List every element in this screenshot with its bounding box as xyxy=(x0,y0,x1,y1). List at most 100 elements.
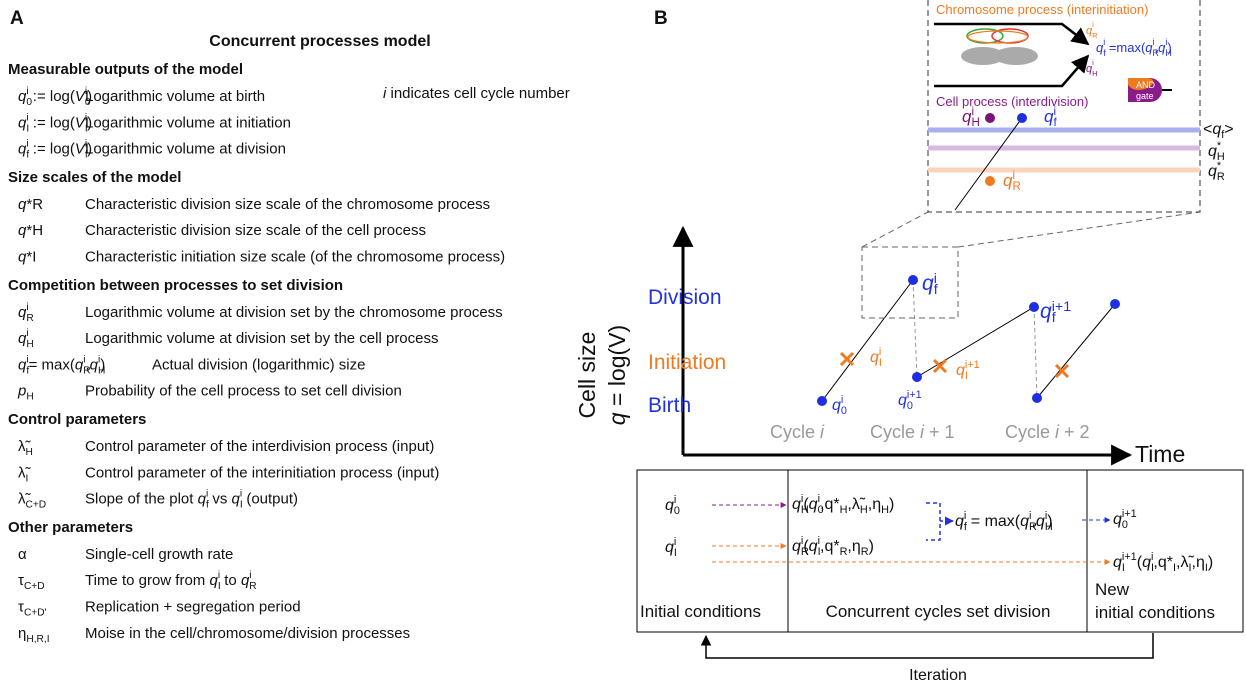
text-part: q xyxy=(1036,513,1045,530)
text-part: i xyxy=(26,139,28,150)
column-label: Concurrent cycles set division xyxy=(826,602,1051,621)
text-part: C+D' xyxy=(24,608,47,619)
text-part: i xyxy=(674,494,676,506)
text-part: R xyxy=(83,365,90,376)
text-part: , xyxy=(868,496,872,513)
text-part: , xyxy=(1155,40,1159,55)
text-part: Characteristic division size scale of th… xyxy=(85,196,490,213)
text-part: Replication + segregation period xyxy=(85,599,301,616)
text-part: q xyxy=(898,392,907,409)
text-part: i xyxy=(1151,551,1153,563)
description: Slope of the plot qfi vs qIi (output) xyxy=(85,489,298,511)
text-part: := log( xyxy=(29,141,75,158)
text-part: ) xyxy=(1167,40,1171,55)
text-part: 0 xyxy=(1122,519,1128,531)
text-part: i xyxy=(1045,510,1047,522)
text-part: > xyxy=(1224,121,1233,138)
text-part: i+1 xyxy=(1122,508,1137,520)
text-part: * xyxy=(1217,140,1222,152)
text-part: f xyxy=(206,500,209,511)
symbol: τC+D' xyxy=(18,599,47,619)
inset-point-label: qHi xyxy=(962,106,980,129)
text-part: I xyxy=(965,370,968,382)
symbol: q*I xyxy=(18,249,36,266)
point-label: q0i xyxy=(832,394,847,417)
flow-formula: qfi = max(qRi,qHi) xyxy=(955,510,1053,533)
flow-output: q0i+1 xyxy=(1113,508,1137,531)
panel-a: A Concurrent processes model i indicates… xyxy=(8,8,570,645)
text-part: i xyxy=(83,354,85,365)
symbol: λ̃I xyxy=(18,464,32,484)
text-part: i xyxy=(383,85,387,102)
flow-output: qIi+1(qIi,q*I,λ̃I,ηI) xyxy=(1113,551,1213,574)
symbol: qIi := log(VIi) xyxy=(18,112,92,134)
text-part: := log( xyxy=(29,88,75,105)
text-part: q xyxy=(962,107,972,126)
text-part: i+1 xyxy=(1122,551,1137,563)
section-heading: Control parameters xyxy=(8,411,146,428)
text-part: q* xyxy=(824,538,839,555)
text-part: ) xyxy=(889,496,894,513)
text-part: i xyxy=(218,570,220,581)
text-part: q xyxy=(241,572,250,589)
text-part: q xyxy=(604,412,630,425)
column-label: New xyxy=(1095,580,1130,599)
text-part: i xyxy=(879,346,881,358)
text-part: i+1 xyxy=(965,359,980,371)
text-part: vs xyxy=(208,491,231,508)
text-part: q xyxy=(1158,40,1166,55)
text-part: q xyxy=(232,491,241,508)
text-part: i xyxy=(801,535,803,547)
flow-input: q0i xyxy=(665,494,680,517)
text-part: i xyxy=(249,570,251,581)
text-part: R xyxy=(1012,181,1020,193)
text-part: i xyxy=(801,493,803,505)
text-part: Characteristic division size scale of th… xyxy=(85,222,426,239)
text-part: i xyxy=(1055,422,1060,442)
text-part: , xyxy=(820,538,824,555)
text-part: q xyxy=(809,496,818,513)
text-part: q xyxy=(956,362,965,379)
text-part: q xyxy=(1208,163,1217,180)
loop-label: Iteration xyxy=(909,667,967,683)
text-part: := log( xyxy=(29,114,75,131)
description: Control parameter of the interinitiation… xyxy=(85,464,439,481)
text-part: i xyxy=(1029,510,1031,522)
text-part: i xyxy=(820,422,825,442)
text-part: i+1 xyxy=(1052,299,1072,315)
text-part: i xyxy=(240,489,242,500)
text-part: , xyxy=(847,496,851,513)
text-part: V xyxy=(75,88,87,105)
text-part: 0 xyxy=(907,400,913,412)
text-part: i xyxy=(920,422,925,442)
point-label: qfi+1 xyxy=(1040,299,1071,326)
section-heading: Competition between processes to set div… xyxy=(8,277,343,294)
text-part: q* xyxy=(1158,554,1173,571)
text-part: f xyxy=(1103,48,1106,58)
section-heading: Measurable outputs of the model xyxy=(8,61,243,78)
text-part: V xyxy=(75,114,87,131)
text-part: i xyxy=(1092,58,1094,67)
text-part: C+D xyxy=(26,500,47,511)
point-label: qIi+1 xyxy=(956,359,980,382)
text-part: V xyxy=(75,141,87,158)
text-part: q xyxy=(1212,121,1221,138)
text-part: q xyxy=(18,196,27,213)
text-part: Logarithmic volume at division xyxy=(85,141,286,158)
text-part: f xyxy=(26,365,29,376)
text-part: q xyxy=(18,304,27,321)
text-part: H,R,I xyxy=(26,634,49,645)
line-label: qH* xyxy=(1208,140,1225,163)
text-part: 0 xyxy=(818,504,824,516)
text-part: τ xyxy=(18,599,24,616)
text-part: R xyxy=(1029,521,1037,533)
text-part: η xyxy=(18,625,26,642)
panel-label: B xyxy=(654,8,668,29)
symbol: τC+D xyxy=(18,572,45,592)
description: Probability of the cell process to set c… xyxy=(85,383,402,400)
inset-label: Cell process (interdivision) xyxy=(936,94,1088,109)
description: Control parameter of the interdivision p… xyxy=(85,438,434,455)
level-label: Initiation xyxy=(648,351,726,374)
text-part: R xyxy=(840,546,848,558)
text-part: R xyxy=(861,546,869,558)
